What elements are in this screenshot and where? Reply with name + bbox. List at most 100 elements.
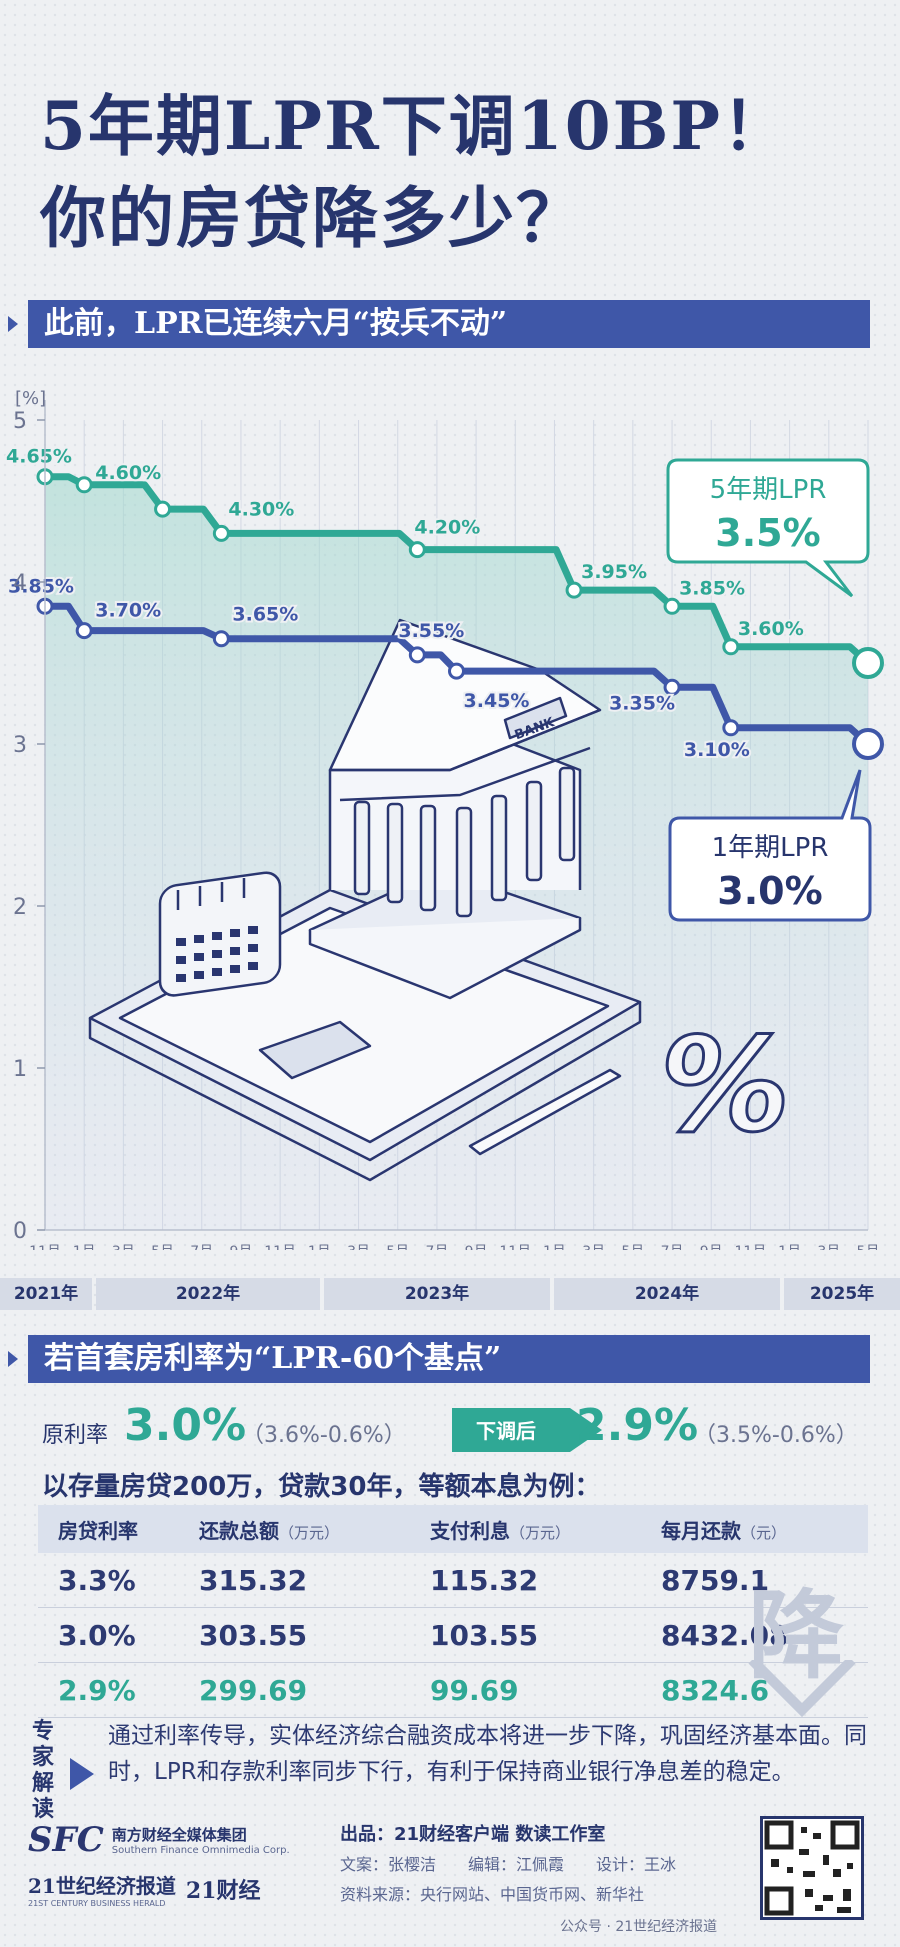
data-point	[408, 541, 426, 559]
data-point	[154, 500, 172, 518]
year-label: 2023年	[324, 1278, 550, 1310]
year-label: 2024年	[554, 1278, 780, 1310]
axis-layer: 0 1 2 3 4 5[%] 11月 1月 3月 5月 7月 9月 11月 1月 3月 5月 7月 9月 11月 1月…	[13, 388, 879, 1250]
table-cell: 103.55	[410, 1607, 641, 1663]
table-header: 支付利息（万元）	[410, 1505, 641, 1553]
data-point	[852, 647, 884, 679]
table-cell: 3.3%	[38, 1553, 179, 1608]
data-point	[722, 719, 740, 737]
y-tick-label: 2	[13, 895, 27, 920]
x-tick-label: 9月	[465, 1244, 488, 1250]
x-tick-label: 9月	[229, 1244, 252, 1250]
data-label: 4.65%	[6, 446, 72, 468]
x-tick-label: 11月	[29, 1244, 61, 1250]
data-label: 3.65%	[232, 604, 298, 626]
y-tick-label: 5	[13, 409, 27, 434]
table-cell: 303.55	[179, 1607, 410, 1663]
data-label: 3.10%	[684, 739, 750, 761]
y-tick-label: 3	[13, 733, 27, 758]
data-point	[852, 728, 884, 760]
sfc-logo: SFC	[28, 1820, 104, 1860]
down-arrow-icon: 下调后	[452, 1408, 602, 1452]
data-label: 3.45%	[464, 690, 530, 712]
y-axis-label: [%]	[15, 388, 46, 409]
data-label: 3.55%	[398, 620, 464, 642]
publisher-logos: SFC 南方财经全媒体集团 Southern Finance Omnimedia…	[28, 1820, 328, 1930]
orig-rate-formula: （3.6%-0.6%）	[242, 1423, 406, 1448]
x-tick-label: 1月	[73, 1244, 96, 1250]
x-tick-label: 1月	[543, 1244, 566, 1250]
example-heading: 以存量房贷200万，贷款30年，等额本息为例：	[42, 1472, 601, 1502]
data-point	[212, 630, 230, 648]
table-cell: 99.69	[410, 1662, 641, 1718]
page-title: 5年期LPR下调10BP！ 你的房贷降多少？	[40, 80, 790, 264]
section1-banner: 此前，LPR已连续六月“按兵不动”	[28, 300, 870, 348]
herald-name-en: 21ST CENTURY BUSINESS HERALD	[28, 1899, 166, 1908]
sources-line: 资料来源：央行网站、中国货币网、新华社	[340, 1885, 645, 1904]
x-tick-label: 11月	[735, 1244, 767, 1250]
callout-5yr-title: 5年期LPR	[710, 475, 827, 505]
x-tick-label: 7月	[661, 1244, 684, 1250]
year-label: 2021年	[0, 1278, 92, 1310]
data-point	[663, 678, 681, 696]
down-label: 下调后	[476, 1419, 536, 1443]
x-tick-label: 5月	[621, 1244, 644, 1250]
new-rate-value: 2.9%	[576, 1400, 699, 1451]
table-cell: 299.69	[179, 1662, 410, 1718]
bank-illustration: BANK	[88, 618, 642, 1182]
data-label: 3.60%	[738, 618, 804, 640]
data-point	[448, 662, 465, 680]
table-header-row: 房贷利率 还款总额（万元） 支付利息（万元） 每月还款（元）	[38, 1505, 868, 1553]
table-header: 还款总额（万元）	[179, 1505, 410, 1553]
data-label: 3.85%	[679, 577, 745, 599]
group-name-en: Southern Finance Omnimedia Corp.	[111, 1845, 290, 1856]
rate-change-row: 原利率 3.0% （3.6%-0.6%） 下调后 2.9% （3.5%-0.6%…	[42, 1400, 882, 1460]
down-arrow-icon	[748, 1660, 856, 1718]
x-tick-label: 5月	[857, 1244, 880, 1250]
x-tick-label: 3月	[347, 1244, 370, 1250]
data-point	[75, 476, 93, 494]
title-line-2: 你的房贷降多少？	[40, 179, 584, 257]
data-point	[722, 638, 740, 656]
callout-5yr-value: 3.5%	[715, 511, 820, 555]
data-label: 3.95%	[581, 561, 647, 583]
banner-arrow-icon	[8, 1351, 18, 1367]
section2-banner: 若首套房利率为“LPR-60个基点”	[28, 1335, 870, 1383]
table-header: 每月还款（元）	[641, 1505, 868, 1553]
orig-rate-label: 原利率	[42, 1423, 109, 1448]
x-tick-label: 3月	[582, 1244, 605, 1250]
orig-rate-value: 3.0%	[124, 1400, 247, 1451]
table-cell: 2.9%	[38, 1662, 179, 1718]
expert-commentary: 通过利率传导，实体经济综合融资成本将进一步下降，巩固经济基本面。同时，LPR和存…	[108, 1723, 867, 1785]
x-tick-label: 1月	[778, 1244, 801, 1250]
table-row: 2.9% 299.69 99.69 8324.6	[38, 1662, 868, 1718]
labels-layer: 4.65% 4.60% 4.30% 4.20% 3.95% 3.85% 3.60% 3.85%…	[4, 444, 806, 763]
data-label: 4.20%	[414, 517, 480, 539]
table-row: 3.0% 303.55 103.55 8432.08	[38, 1607, 868, 1663]
table-cell: 315.32	[179, 1553, 410, 1608]
x-tick-label: 3月	[112, 1244, 135, 1250]
qr-code-icon	[760, 1816, 864, 1920]
data-point	[408, 646, 426, 664]
herald-name-cn: 21世纪经济报道	[28, 1874, 176, 1898]
series-line	[41, 602, 872, 748]
data-label: 3.35%	[609, 692, 675, 714]
title-line-1: 5年期LPR下调10BP！	[40, 87, 791, 165]
percent-illustration-icon: %	[660, 1009, 790, 1161]
series-layer	[36, 468, 884, 760]
callout-5yr: 5年期LPR 3.5%	[666, 458, 870, 598]
year-label: 2022年	[96, 1278, 320, 1310]
callout-1yr-value: 3.0%	[717, 869, 822, 913]
data-label: 4.60%	[95, 462, 161, 484]
table-cell: 8759.1	[641, 1553, 868, 1608]
x-tick-label: 7月	[425, 1244, 448, 1250]
data-point	[565, 581, 583, 599]
year-label: 2025年	[784, 1278, 900, 1310]
watermark: 公众号 · 21世纪经济报道	[560, 1919, 718, 1935]
data-label: 3.70%	[95, 600, 161, 622]
callout-1yr-title: 1年期LPR	[712, 833, 829, 863]
y-tick-label: 4	[13, 571, 27, 596]
table-row: 3.3% 315.32 115.32 8759.1	[38, 1553, 868, 1608]
staff-line: 文案：张樱洁 编辑：江佩霞 设计：王冰	[340, 1855, 677, 1874]
y-tick-label: 1	[13, 1057, 27, 1082]
